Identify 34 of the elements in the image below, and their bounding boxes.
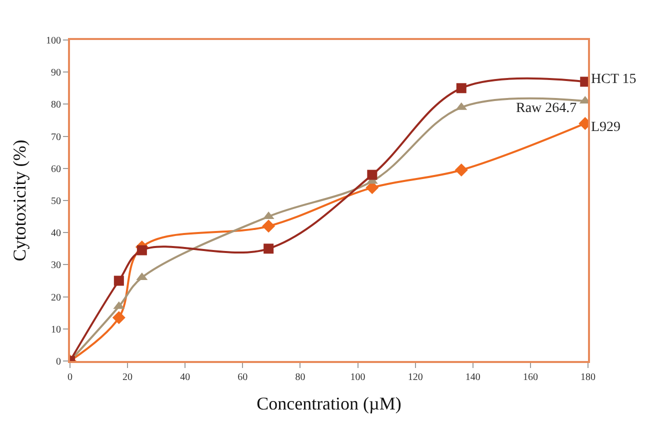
point bbox=[454, 164, 468, 177]
x-tick-label: 160 bbox=[522, 372, 538, 383]
y-tick-label: 40 bbox=[51, 228, 61, 240]
x-tick-label: 120 bbox=[408, 372, 423, 383]
series-label: HCT 15 bbox=[591, 72, 636, 87]
y-tick-label: 70 bbox=[51, 132, 61, 143]
point bbox=[112, 311, 126, 324]
x-tick-label: 100 bbox=[350, 372, 366, 383]
y-tick-label: 20 bbox=[51, 292, 61, 304]
point bbox=[367, 170, 378, 180]
x-tick-label: 80 bbox=[295, 372, 306, 383]
y-tick-label: 50 bbox=[51, 196, 61, 207]
x-tick-label: 180 bbox=[580, 372, 596, 383]
y-tick-label: 0 bbox=[56, 356, 61, 368]
y-axis-title: Cytotoxicity (%) bbox=[10, 140, 30, 262]
x-tick-label: 140 bbox=[465, 372, 480, 383]
y-tick-label: 90 bbox=[51, 68, 61, 79]
x-tick-label: 20 bbox=[122, 372, 133, 383]
series-label: Raw 264.7 bbox=[516, 101, 577, 116]
y-tick-label: 80 bbox=[51, 100, 61, 111]
point bbox=[262, 220, 276, 233]
point bbox=[456, 83, 466, 94]
point bbox=[114, 276, 124, 286]
y-tick-label: 10 bbox=[51, 324, 61, 336]
x-axis-title: Concentration (µM) bbox=[256, 394, 402, 414]
x-tick-label: 40 bbox=[180, 372, 190, 383]
point bbox=[264, 244, 274, 254]
x-tick-label: 0 bbox=[68, 372, 72, 383]
point bbox=[136, 245, 147, 256]
y-tick-label: 30 bbox=[51, 260, 61, 272]
x-tick-label: 60 bbox=[238, 372, 248, 383]
series-label: L929 bbox=[591, 120, 621, 135]
y-tick-label: 100 bbox=[46, 36, 61, 46]
y-tick-label: 60 bbox=[51, 164, 61, 175]
